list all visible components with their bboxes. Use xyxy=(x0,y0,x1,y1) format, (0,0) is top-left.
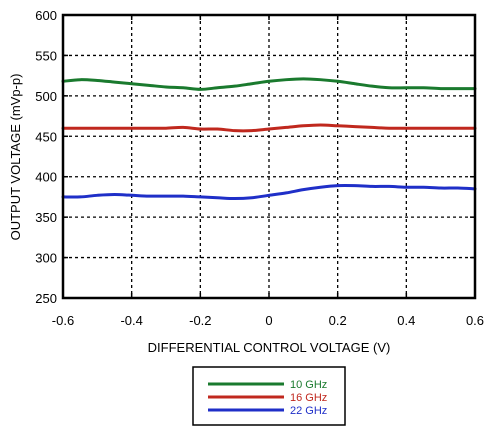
x-tick-label: 0.6 xyxy=(466,313,484,328)
legend-box xyxy=(192,366,346,426)
x-tick-label: 0.4 xyxy=(397,313,415,328)
y-tick-labels: 250 300 350 400 450 500 550 600 xyxy=(35,8,57,306)
series-line-16-ghz xyxy=(61,123,477,133)
y-tick-label: 450 xyxy=(35,129,57,144)
x-tick-label: 0.2 xyxy=(329,313,347,328)
x-tick-label: -0.4 xyxy=(120,313,142,328)
grid-lines xyxy=(63,15,475,298)
legend-label: 22 GHz xyxy=(290,405,327,417)
tick-marks xyxy=(62,14,476,299)
y-tick-label: 600 xyxy=(35,8,57,23)
series-line-10-ghz xyxy=(61,77,477,91)
x-tick-label: 0 xyxy=(265,313,272,328)
x-tick-labels: -0.6 -0.4 -0.2 0 0.2 0.4 0.6 xyxy=(52,313,484,328)
x-axis-title: DIFFERENTIAL CONTROL VOLTAGE (V) xyxy=(148,340,391,355)
y-tick-label: 300 xyxy=(35,251,57,266)
x-tick-label: -0.6 xyxy=(52,313,74,328)
y-axis-title: OUTPUT VOLTAGE (mVp-p) xyxy=(8,74,23,241)
y-tick-label: 350 xyxy=(35,210,57,225)
series-line-22-ghz xyxy=(61,183,477,201)
series-lines xyxy=(61,77,477,201)
y-tick-label: 550 xyxy=(35,48,57,63)
y-tick-label: 500 xyxy=(35,89,57,104)
legend-label: 10 GHz xyxy=(290,379,327,391)
y-tick-label: 250 xyxy=(35,291,57,306)
y-tick-label: 400 xyxy=(35,170,57,185)
legend-label: 16 GHz xyxy=(290,392,327,404)
x-tick-label: -0.2 xyxy=(189,313,211,328)
